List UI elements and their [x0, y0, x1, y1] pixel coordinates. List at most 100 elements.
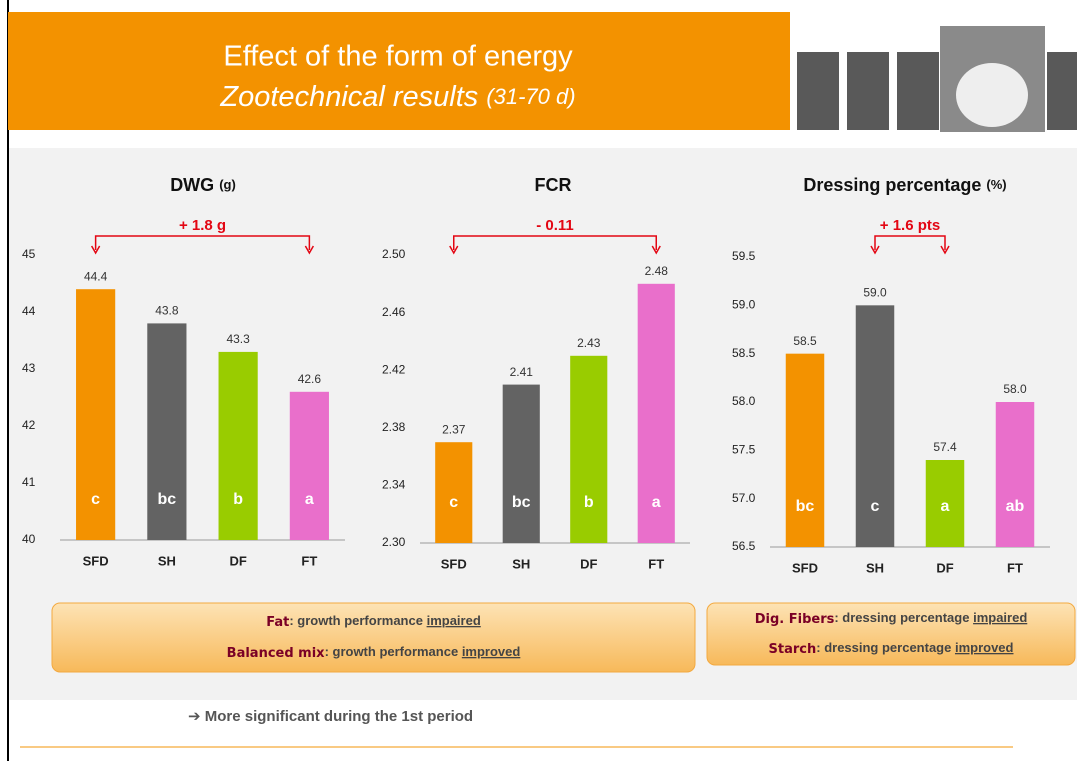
bar	[503, 385, 540, 543]
annotation: - 0.11	[536, 217, 574, 234]
x-tick-label: FT	[648, 556, 664, 571]
y-tick-label: 2.30	[382, 535, 406, 549]
y-tick-label: 40	[22, 532, 36, 546]
value-label: 58.5	[793, 334, 817, 348]
summary-text: : dressing percentage	[834, 610, 973, 625]
y-tick-label: 59.5	[732, 249, 756, 263]
value-label: 43.3	[226, 332, 250, 346]
value-label: 59.0	[863, 286, 887, 300]
significance-letter: bc	[158, 491, 177, 508]
header-square	[1047, 52, 1077, 130]
bar	[219, 352, 258, 540]
chart-title-text: DWG	[170, 175, 214, 195]
x-tick-label: DF	[936, 560, 953, 575]
value-label: 57.4	[933, 440, 957, 454]
y-tick-label: 58.0	[732, 394, 756, 408]
chart-title: DWG (g)	[170, 175, 236, 195]
y-tick-label: 44	[22, 304, 36, 318]
slide-title: Effect of the form of energy	[223, 41, 573, 73]
y-tick-label: 2.34	[382, 478, 406, 492]
significance-letter: bc	[512, 494, 531, 511]
y-tick-label: 2.38	[382, 420, 406, 434]
bar	[435, 442, 472, 543]
x-tick-label: FT	[1007, 560, 1023, 575]
summary-line: Starch: dressing percentage improved	[769, 640, 1014, 656]
bar	[570, 356, 607, 543]
value-label: 2.37	[442, 422, 466, 436]
x-tick-label: SFD	[792, 560, 818, 575]
x-tick-label: SFD	[441, 556, 467, 571]
x-tick-label: DF	[580, 556, 597, 571]
significance-letter: c	[91, 491, 100, 508]
significance-letter: b	[584, 494, 594, 511]
chart-title-text: Dressing percentage	[803, 175, 981, 195]
y-tick-label: 59.0	[732, 298, 756, 312]
y-tick-label: 2.42	[382, 362, 406, 376]
summary-text: : dressing percentage	[816, 640, 955, 655]
bar	[290, 392, 329, 540]
subtitle-period: (31-70 d)	[486, 84, 575, 109]
bar	[786, 354, 825, 547]
x-tick-label: SH	[866, 560, 884, 575]
chart-title: FCR	[535, 175, 572, 195]
slide-subtitle: Zootechnical results (31-70 d)	[219, 81, 575, 113]
summary-lead: Balanced mix	[227, 646, 326, 661]
summary-lead: Starch	[769, 642, 817, 657]
chart-title-text: FCR	[535, 175, 572, 195]
y-tick-label: 43	[22, 361, 36, 375]
x-tick-label: SH	[158, 553, 176, 568]
summary-keyword: improved	[462, 644, 521, 659]
boxes: Fat: growth performance impairedBalanced…	[52, 603, 1075, 672]
y-tick-label: 57.5	[732, 443, 756, 457]
summary-line: Fat: growth performance impaired	[266, 613, 481, 629]
value-label: 2.43	[577, 336, 601, 350]
y-tick-label: 57.0	[732, 491, 756, 505]
significance-letter: a	[941, 498, 950, 515]
significance-letter: a	[305, 491, 314, 508]
subtitle-text: Zootechnical results	[219, 81, 478, 113]
summary-keyword: impaired	[973, 610, 1027, 625]
slide: Effect of the form of energy Zootechnica…	[0, 0, 1077, 761]
annotation: + 1.6 pts	[880, 217, 940, 234]
summary-text: : growth performance	[289, 613, 426, 628]
chart-unit: (%)	[986, 177, 1006, 192]
significance-letter: ab	[1006, 498, 1025, 515]
value-label: 43.8	[155, 304, 179, 318]
rabbit-photo-face	[956, 63, 1028, 127]
value-label: 44.4	[84, 269, 108, 283]
bar	[996, 402, 1035, 547]
y-tick-label: 45	[22, 247, 36, 261]
conclusion: ➔ More significant during the 1st period	[188, 708, 473, 725]
y-tick-label: 2.50	[382, 247, 406, 261]
header-square	[847, 52, 889, 130]
value-label: 58.0	[1003, 382, 1027, 396]
header-square	[897, 52, 939, 130]
y-tick-label: 56.5	[732, 539, 756, 553]
summary-lead: Dig. Fibers	[755, 612, 835, 627]
significance-letter: bc	[796, 498, 815, 515]
x-tick-label: FT	[301, 553, 317, 568]
summary-text: : growth performance	[325, 644, 462, 659]
summary-keyword: impaired	[427, 613, 481, 628]
significance-letter: a	[652, 494, 661, 511]
significance-letter: c	[871, 498, 880, 515]
chart-unit: (g)	[219, 177, 236, 192]
x-tick-label: SH	[512, 556, 530, 571]
summary-lead: Fat	[266, 615, 289, 630]
summary-line: Dig. Fibers: dressing percentage impaire…	[755, 610, 1028, 626]
y-tick-label: 42	[22, 418, 36, 432]
annotation: + 1.8 g	[179, 217, 226, 234]
header-square	[797, 52, 839, 130]
y-tick-label: 41	[22, 475, 36, 489]
x-tick-label: DF	[229, 553, 246, 568]
value-label: 2.48	[645, 264, 669, 278]
value-label: 42.6	[298, 372, 322, 386]
summary-line: Balanced mix: growth performance improve…	[227, 644, 521, 660]
significance-letter: b	[233, 491, 243, 508]
x-tick-label: SFD	[83, 553, 109, 568]
chart-title: Dressing percentage (%)	[803, 175, 1006, 195]
y-tick-label: 58.5	[732, 346, 756, 360]
value-label: 2.41	[510, 365, 534, 379]
summary-keyword: improved	[955, 640, 1014, 655]
significance-letter: c	[449, 494, 458, 511]
